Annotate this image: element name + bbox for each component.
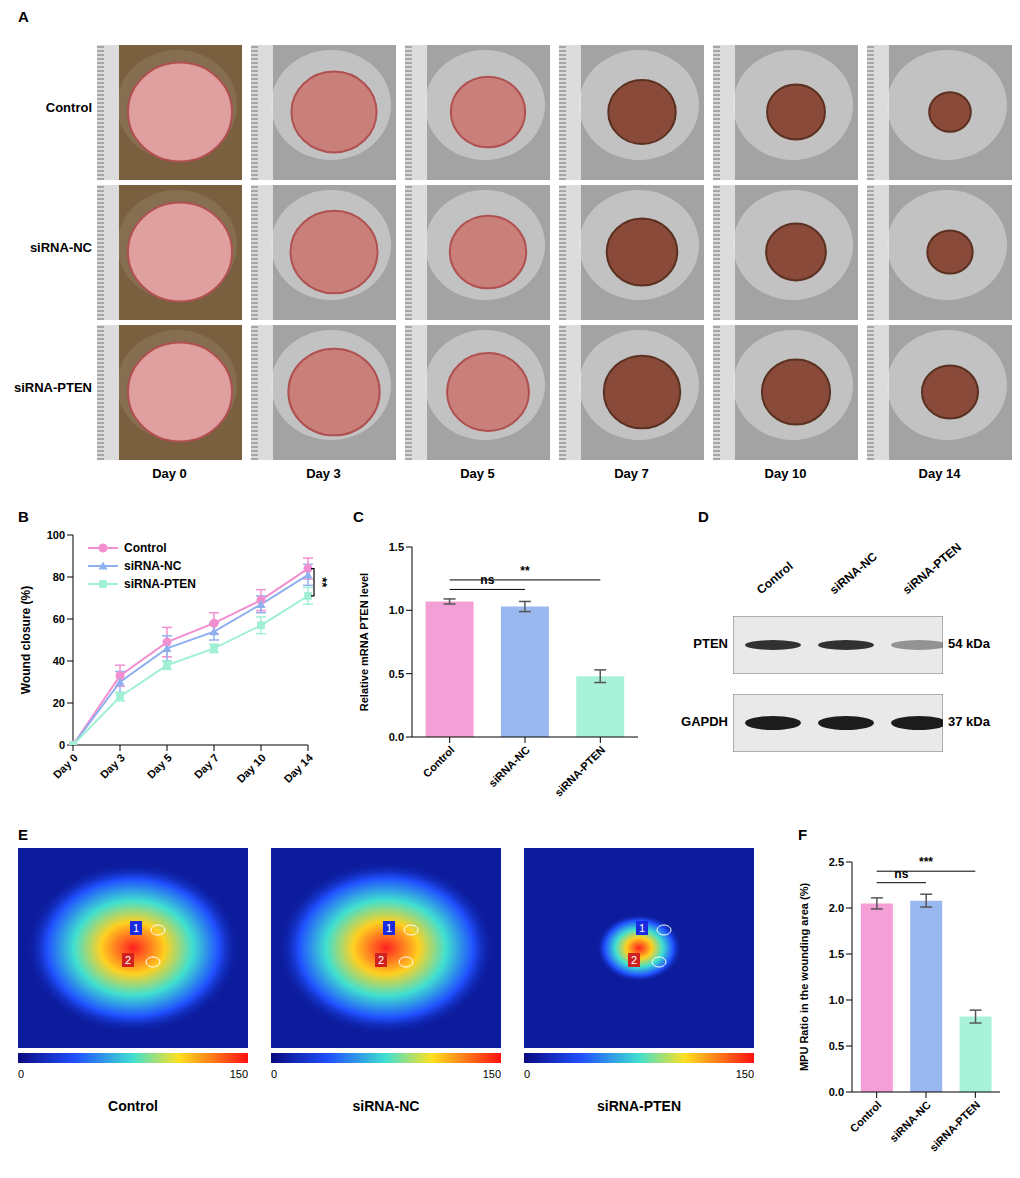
svg-text:2.5: 2.5	[829, 856, 844, 868]
svg-text:2: 2	[631, 954, 637, 966]
html-text:B: B	[18, 508, 29, 525]
svg-text:siRNA-PTEN: siRNA-PTEN	[552, 743, 607, 798]
svg-text:0.5: 0.5	[389, 668, 404, 680]
svg-text:siRNA-PTEN: siRNA-PTEN	[927, 1098, 982, 1153]
svg-text:0: 0	[18, 1068, 24, 1080]
svg-text:60: 60	[53, 613, 65, 625]
html-text:siRNA-NC: siRNA-NC	[827, 549, 880, 597]
svg-text:Day 5: Day 5	[145, 751, 174, 780]
html-text:Day 3: Day 3	[306, 466, 341, 481]
html-text:Day 10: Day 10	[764, 466, 807, 481]
html-text:D: D	[698, 508, 709, 525]
html-text:siRNA-PTEN: siRNA-PTEN	[900, 540, 965, 597]
svg-text:80: 80	[53, 571, 65, 583]
svg-text:1.0: 1.0	[389, 604, 404, 616]
html-text:siRNA-NC: siRNA-NC	[29, 240, 92, 255]
svg-text:Day 0: Day 0	[51, 751, 80, 780]
svg-text:150: 150	[230, 1068, 248, 1080]
html-text:Day 14: Day 14	[918, 466, 961, 481]
svg-text:Control: Control	[420, 743, 456, 779]
svg-text:ns: ns	[894, 867, 908, 881]
html-text:A: A	[18, 8, 29, 25]
svg-text:1.5: 1.5	[829, 948, 844, 960]
html-text:Day 0: Day 0	[152, 466, 187, 481]
svg-text:***: ***	[919, 855, 933, 869]
svg-text:40: 40	[53, 655, 65, 667]
svg-text:0: 0	[271, 1068, 277, 1080]
svg-text:0.0: 0.0	[829, 1086, 844, 1098]
html-text:PTEN: PTEN	[693, 636, 728, 651]
html-text:37 kDa: 37 kDa	[948, 714, 990, 729]
svg-text:0: 0	[59, 739, 65, 751]
svg-text:2: 2	[378, 954, 384, 966]
svg-text:Day 14: Day 14	[281, 751, 315, 785]
svg-text:Relative mRNA PTEN level: Relative mRNA PTEN level	[358, 573, 370, 711]
html-text:GAPDH: GAPDH	[681, 714, 728, 729]
svg-text:100: 100	[47, 529, 65, 541]
html-text:E: E	[18, 826, 28, 843]
svg-text:Day 10: Day 10	[234, 751, 268, 785]
svg-text:1: 1	[639, 922, 645, 934]
html-text:Control: Control	[754, 558, 796, 597]
html-text:54 kDa: 54 kDa	[948, 636, 990, 651]
svg-text:2: 2	[125, 954, 131, 966]
html-text:Control: Control	[108, 1098, 158, 1114]
svg-text:ns: ns	[480, 573, 494, 587]
svg-text:siRNA-NC: siRNA-NC	[887, 1098, 933, 1144]
svg-text:**: **	[315, 577, 330, 588]
svg-text:siRNA-NC: siRNA-NC	[486, 743, 532, 789]
svg-text:1.0: 1.0	[829, 994, 844, 1006]
svg-text:1: 1	[133, 922, 139, 934]
svg-text:**: **	[520, 564, 530, 578]
svg-text:20: 20	[53, 697, 65, 709]
svg-text:Wound closure (%): Wound closure (%)	[19, 586, 33, 694]
svg-text:0: 0	[524, 1068, 530, 1080]
html-text:siRNA-PTEN: siRNA-PTEN	[597, 1098, 681, 1114]
html-text:siRNA-PTEN: siRNA-PTEN	[14, 380, 92, 395]
svg-text:MPU Ratio in the wounding area: MPU Ratio in the wounding area (%)	[798, 883, 810, 1072]
html-text:Control: Control	[124, 541, 167, 555]
svg-text:0.5: 0.5	[829, 1040, 844, 1052]
svg-text:0.0: 0.0	[389, 731, 404, 743]
html-text:Day 5: Day 5	[460, 466, 495, 481]
html-text:siRNA-NC: siRNA-NC	[124, 559, 182, 573]
html-text:C: C	[353, 508, 364, 525]
svg-text:Control: Control	[847, 1098, 883, 1134]
svg-text:Day 7: Day 7	[192, 751, 221, 780]
svg-text:150: 150	[736, 1068, 754, 1080]
svg-text:150: 150	[483, 1068, 501, 1080]
html-text:Control: Control	[45, 100, 92, 115]
html-text:siRNA-PTEN: siRNA-PTEN	[124, 577, 196, 591]
svg-text:2.0: 2.0	[829, 902, 844, 914]
svg-text:1.5: 1.5	[389, 541, 404, 553]
html-text:F: F	[798, 826, 808, 843]
html-text:Day 7: Day 7	[614, 466, 649, 481]
html-text:siRNA-NC: siRNA-NC	[352, 1098, 420, 1114]
svg-text:Day 3: Day 3	[98, 751, 127, 780]
svg-text:1: 1	[386, 922, 392, 934]
